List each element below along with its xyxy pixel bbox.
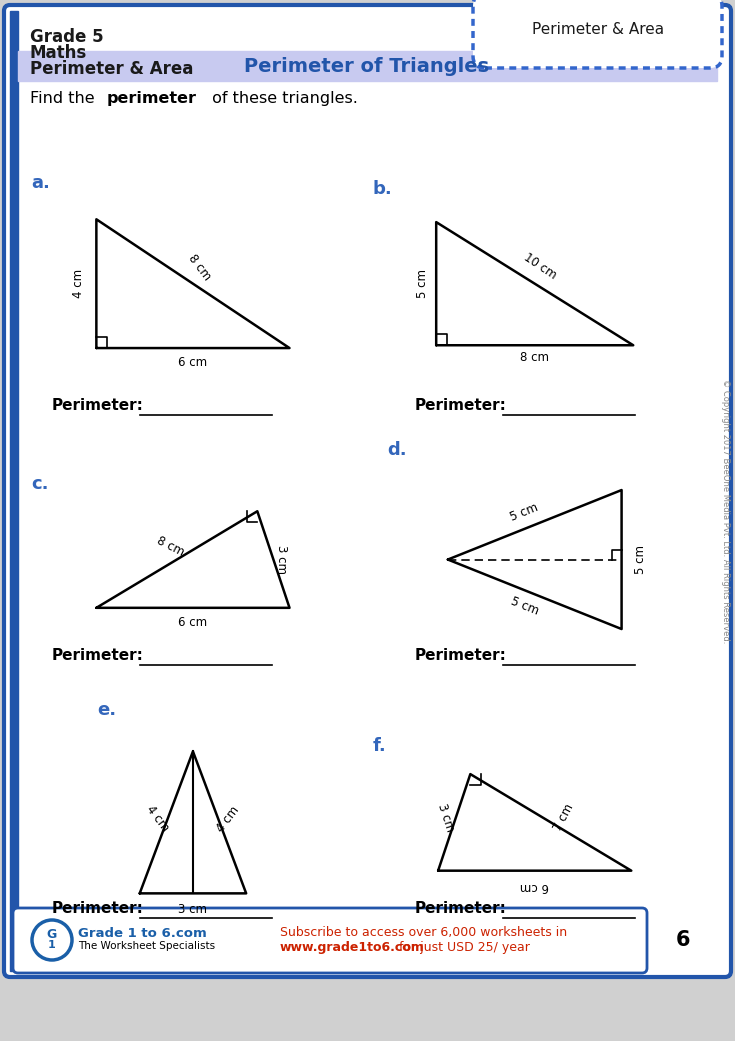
Text: The Worksheet Specialists: The Worksheet Specialists <box>78 941 215 951</box>
FancyBboxPatch shape <box>4 5 731 977</box>
Bar <box>18 51 717 81</box>
Text: a.: a. <box>31 174 50 192</box>
Text: 8 cm: 8 cm <box>520 351 549 364</box>
Text: 6 cm: 6 cm <box>179 356 207 370</box>
Text: 4 cm: 4 cm <box>215 804 243 835</box>
Text: c.: c. <box>31 475 49 492</box>
Text: 4 cm: 4 cm <box>72 270 85 298</box>
Text: Perimeter & Area: Perimeter & Area <box>30 60 193 78</box>
Text: 5 cm: 5 cm <box>416 270 429 298</box>
Text: www.grade1to6.com: www.grade1to6.com <box>280 941 425 954</box>
Text: 3 cm: 3 cm <box>275 545 288 574</box>
Text: for just USD 25/ year: for just USD 25/ year <box>395 941 530 954</box>
Text: 3 cm: 3 cm <box>436 802 457 834</box>
Text: perimeter: perimeter <box>107 91 197 106</box>
Text: Perimeter:: Perimeter: <box>415 648 507 663</box>
Text: of these triangles.: of these triangles. <box>207 91 358 106</box>
Text: 6 cm: 6 cm <box>179 616 207 629</box>
Text: b.: b. <box>373 180 392 198</box>
Text: 6: 6 <box>675 930 690 950</box>
Bar <box>10 11 18 971</box>
Text: 6 cm: 6 cm <box>520 880 549 892</box>
FancyBboxPatch shape <box>13 908 647 973</box>
Text: f.: f. <box>373 737 387 756</box>
Text: e.: e. <box>98 701 117 719</box>
Text: 5 cm: 5 cm <box>634 545 648 574</box>
Text: Perimeter:: Perimeter: <box>415 902 507 916</box>
Text: Subscribe to access over 6,000 worksheets in: Subscribe to access over 6,000 worksheet… <box>280 926 567 939</box>
Text: Perimeter of Triangles: Perimeter of Triangles <box>245 56 490 76</box>
Text: 1: 1 <box>48 940 56 950</box>
FancyBboxPatch shape <box>473 0 722 68</box>
Text: 3 cm: 3 cm <box>179 903 207 916</box>
Text: Perimeter:: Perimeter: <box>415 398 507 413</box>
Text: 8 cm: 8 cm <box>185 252 213 283</box>
Text: Maths: Maths <box>30 44 87 62</box>
Text: Perimeter:: Perimeter: <box>52 648 144 663</box>
Text: 4 cm: 4 cm <box>143 804 171 835</box>
Text: Perimeter:: Perimeter: <box>52 398 144 413</box>
Text: d.: d. <box>387 440 406 459</box>
Text: 8 cm: 8 cm <box>154 534 186 559</box>
Text: © Copyright 2017 BeeOne Media Pvt. Ltd. All Rights Reserved.: © Copyright 2017 BeeOne Media Pvt. Ltd. … <box>722 379 731 643</box>
Text: 5 cm: 5 cm <box>509 595 540 618</box>
Text: 7 cm: 7 cm <box>551 802 576 834</box>
Text: Perimeter:: Perimeter: <box>52 902 144 916</box>
Text: G: G <box>47 928 57 940</box>
Circle shape <box>659 916 707 964</box>
Text: 5 cm: 5 cm <box>509 501 540 524</box>
Text: Perimeter & Area: Perimeter & Area <box>532 23 664 37</box>
Text: 10 cm: 10 cm <box>521 251 559 282</box>
Text: Find the: Find the <box>30 91 100 106</box>
Text: Grade 5: Grade 5 <box>30 28 104 46</box>
Text: Grade 1 to 6.com: Grade 1 to 6.com <box>78 926 207 940</box>
